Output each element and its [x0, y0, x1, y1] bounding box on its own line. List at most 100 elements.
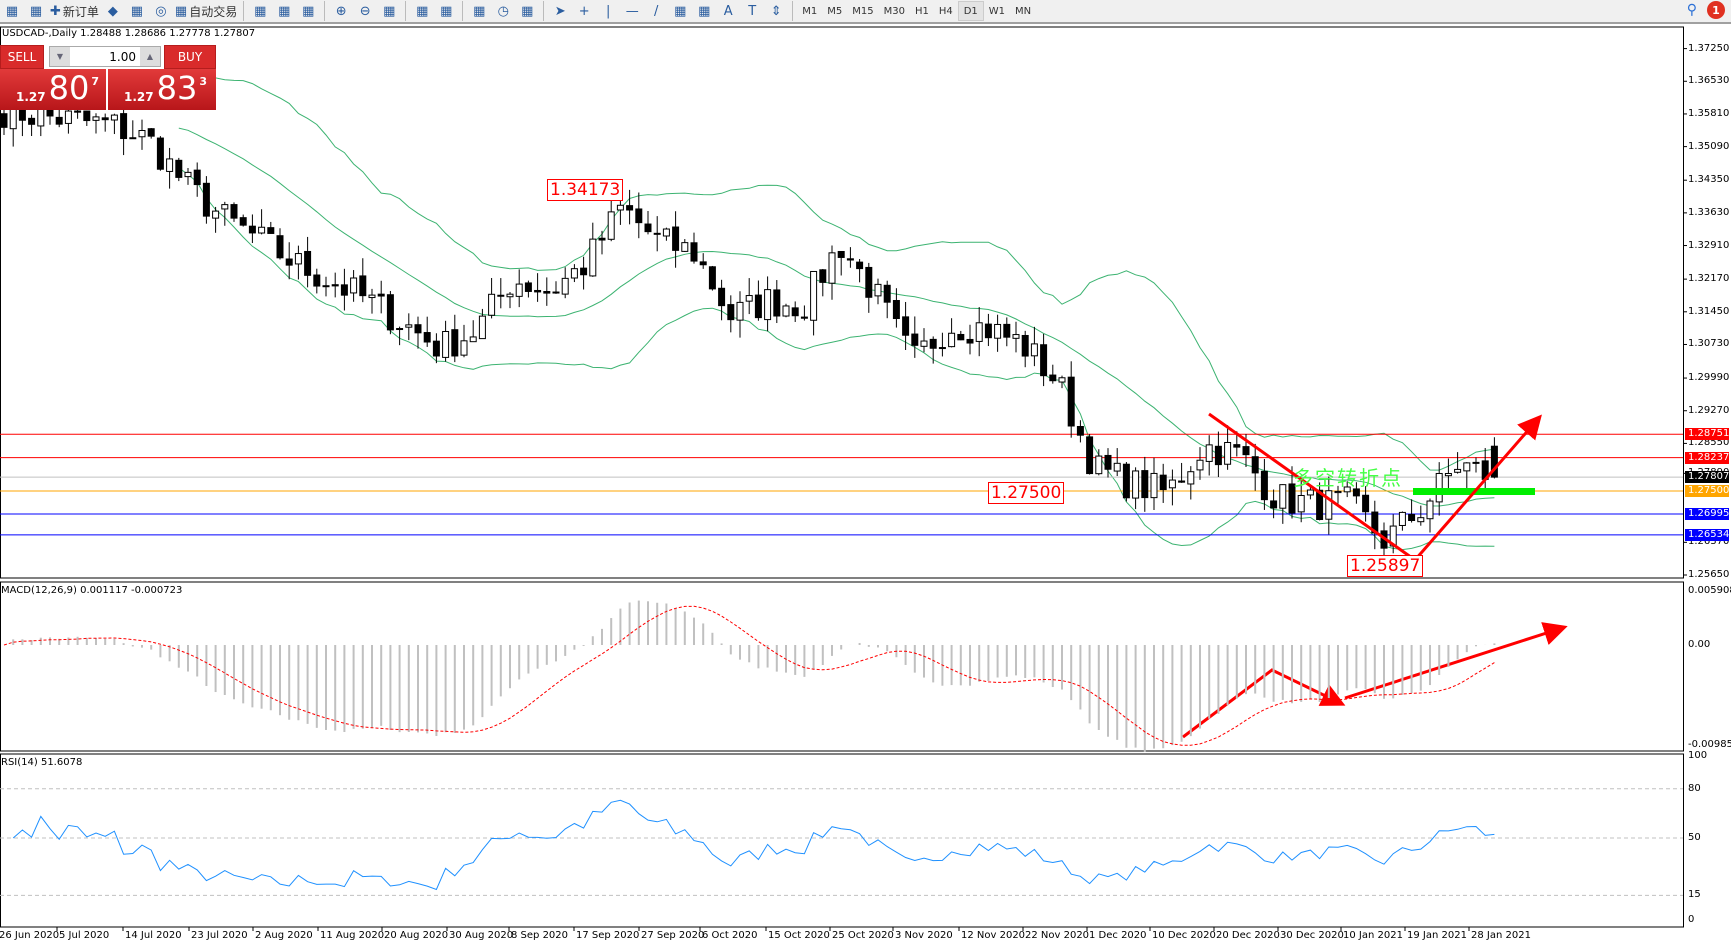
candle-body: [1343, 486, 1351, 493]
candle: [110, 113, 118, 135]
navigator-button[interactable]: ▦: [127, 1, 147, 21]
candle-body: [1076, 425, 1084, 436]
candle: [1279, 484, 1287, 524]
candle-body: [1003, 323, 1011, 338]
new-chart-button[interactable]: ▦: [2, 1, 22, 21]
price-tick: 1.31450: [1688, 305, 1730, 317]
tile-button[interactable]: ▦: [379, 1, 399, 21]
text-label-button[interactable]: T: [742, 1, 762, 21]
candle: [92, 113, 100, 134]
timeframe-m5[interactable]: M5: [827, 5, 843, 17]
rsi-tick: 80: [1688, 782, 1701, 794]
candle: [1426, 498, 1434, 533]
sell-price-pip: 7: [91, 75, 99, 88]
chart-shift-button[interactable]: ▦: [436, 1, 456, 21]
signal-icon: ◎: [155, 3, 167, 19]
candle-body: [957, 333, 965, 341]
templates-button[interactable]: ▦: [517, 1, 537, 21]
zoom-in-button[interactable]: ⊕: [331, 1, 351, 21]
line-chart-button[interactable]: ▦: [298, 1, 318, 21]
candle: [340, 268, 348, 311]
timeframe-h4[interactable]: H4: [938, 5, 953, 17]
candle-body: [1095, 455, 1103, 475]
sell-button[interactable]: SELL: [0, 45, 44, 69]
lot-decrease-button[interactable]: ▼: [50, 47, 70, 66]
timeframe-w1[interactable]: W1: [988, 5, 1006, 17]
autoscroll-button[interactable]: ▦: [412, 1, 432, 21]
lot-value[interactable]: 1.00: [109, 49, 136, 64]
candle: [212, 206, 220, 233]
timeframe-m1[interactable]: M1: [802, 5, 818, 17]
timeframe-mn[interactable]: MN: [1015, 5, 1032, 17]
candle: [975, 307, 983, 357]
timeframe-d1[interactable]: D1: [957, 1, 984, 21]
candle: [1316, 482, 1324, 521]
candle-body: [28, 117, 36, 125]
auto-trading-button[interactable]: ▦ 自动交易: [175, 1, 237, 21]
candle: [193, 162, 201, 197]
fibonacci-button[interactable]: ▦: [670, 1, 690, 21]
text-button[interactable]: A: [718, 1, 738, 21]
candle: [902, 301, 910, 351]
indicators-button[interactable]: ▦: [469, 1, 489, 21]
timeframe-m30[interactable]: M30: [883, 5, 905, 17]
buy-price[interactable]: 1.27 83 3: [108, 69, 216, 110]
arrows-button[interactable]: ⇕: [766, 1, 786, 21]
candle: [442, 320, 450, 362]
trendline-button[interactable]: /: [646, 1, 666, 21]
candle: [1297, 478, 1305, 523]
candle-body: [497, 294, 505, 297]
lot-size-input[interactable]: ▼ 1.00 ▲: [49, 46, 161, 67]
candle: [304, 236, 312, 288]
signal-button[interactable]: ◎: [151, 1, 171, 21]
candle: [994, 314, 1002, 352]
candle-body: [984, 323, 992, 339]
zoom-out-button[interactable]: ⊖: [355, 1, 375, 21]
candle: [478, 308, 486, 340]
price-level-tag: 1.27807: [1685, 471, 1729, 484]
sell-price[interactable]: 1.27 80 7: [0, 69, 106, 110]
candle-body: [1279, 484, 1287, 509]
level-price-label[interactable]: 1.27500: [988, 482, 1065, 504]
candle-body: [1159, 474, 1167, 491]
candle: [920, 328, 928, 353]
lot-increase-button[interactable]: ▲: [140, 47, 160, 66]
timeframe-m15[interactable]: M15: [852, 5, 874, 17]
candle: [800, 305, 808, 321]
vertical-line-button[interactable]: |: [598, 1, 618, 21]
line-chart-icon: ▦: [302, 3, 315, 19]
candle-body: [690, 242, 698, 262]
gold-button[interactable]: ◆: [103, 1, 123, 21]
candle-body: [672, 226, 680, 251]
candle-body: [1012, 334, 1020, 339]
crosshair-button[interactable]: +: [574, 1, 594, 21]
candle: [1325, 476, 1333, 535]
periods-button[interactable]: ◷: [493, 1, 513, 21]
candle: [497, 278, 505, 309]
zoom-profile-icon: ▦: [29, 3, 43, 19]
notification-badge[interactable]: 1: [1707, 1, 1725, 19]
reversal-point-text[interactable]: 多空转折点: [1293, 466, 1403, 490]
fibonacci-fan-button[interactable]: ▦: [694, 1, 714, 21]
search-icon[interactable]: ⚲: [1686, 2, 1697, 18]
horizontal-line-button[interactable]: —: [622, 1, 642, 21]
candlestick-button[interactable]: ▦: [274, 1, 294, 21]
buy-button[interactable]: BUY: [164, 45, 216, 69]
new-order-button[interactable]: ✚ 新订单: [50, 1, 99, 21]
rsi-tick: 50: [1688, 832, 1701, 843]
bar-chart-button[interactable]: ▦: [250, 1, 270, 21]
candle-body: [948, 332, 956, 348]
zoom-profile-button[interactable]: ▦: [26, 1, 46, 21]
candle: [1352, 482, 1360, 504]
timeframe-h1[interactable]: H1: [914, 5, 929, 17]
candle-body: [874, 283, 882, 297]
high-price-label[interactable]: 1.34173: [547, 179, 624, 201]
price-tick: 1.30730: [1688, 338, 1730, 350]
low-price-label[interactable]: 1.25897: [1347, 555, 1424, 577]
candle-body: [1444, 473, 1452, 477]
candle-body: [543, 291, 551, 294]
candle: [736, 291, 744, 338]
candle: [681, 239, 689, 252]
cursor-button[interactable]: ➤: [550, 1, 570, 21]
